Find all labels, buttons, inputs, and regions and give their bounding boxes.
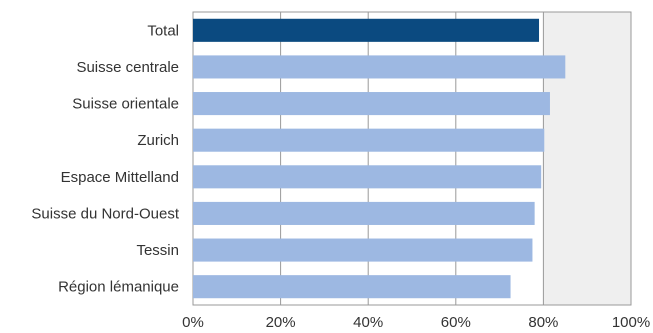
category-label-6: Tessin [136,242,179,259]
x-tick-label-1: 20% [266,314,296,331]
bar-5 [193,201,535,225]
bar-7 [193,275,511,299]
x-tick-label-3: 60% [441,314,471,331]
x-tick-label-0: 0% [182,314,204,331]
bar-0 [193,18,540,42]
x-tick-label-2: 40% [353,314,383,331]
bar-2 [193,92,550,116]
bars-group [193,18,566,299]
plot-border [192,11,632,306]
bar-6 [193,238,533,262]
category-label-7: Région lémanique [58,279,179,296]
category-label-0: Total [147,22,179,39]
category-label-2: Suisse orientale [72,96,179,113]
category-label-4: Espace Mittelland [61,169,179,186]
category-label-3: Zurich [137,132,179,149]
category-labels: Total Suisse centrale Suisse orientale Zuri… [31,22,179,295]
x-tick-label-4: 80% [528,314,558,331]
category-label-1: Suisse centrale [76,59,179,76]
x-tick-labels: 0% 20% 40% 60% 80% 100% [182,314,650,331]
bar-1 [193,55,566,79]
category-label-5: Suisse du Nord-Ouest [31,205,179,222]
x-tick-label-5: 100% [612,314,650,331]
bar-4 [193,165,542,189]
bar-3 [193,128,545,152]
